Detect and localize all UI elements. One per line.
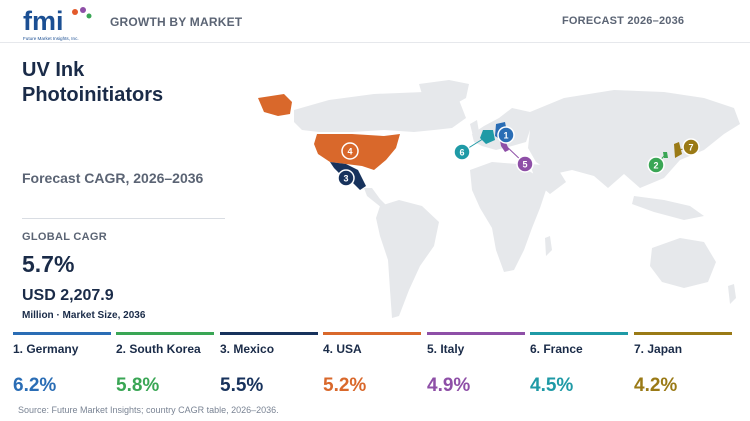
logo-letters: fmi [23, 6, 64, 36]
country-cagr: 5.2% [323, 375, 367, 396]
card-color-bar [634, 332, 732, 335]
marker-circle [337, 169, 355, 187]
country-cagr: 6.2% [13, 375, 57, 396]
southeast-asia-islands [632, 196, 704, 220]
country-name: 1. Germany [13, 342, 79, 356]
marker-rank: 5 [522, 160, 527, 170]
map-marker-japan: 7 [682, 138, 700, 156]
country-name: 7. Japan [634, 342, 683, 356]
country-name: 4. USA [323, 342, 362, 356]
africa-landmass [470, 162, 546, 272]
country-cagr: 4.9% [427, 375, 471, 396]
south-america-landmass [376, 200, 439, 318]
header-bar: fmi Future Market Insights, Inc. GROWTH … [0, 0, 750, 43]
country-card-japan: 7. Japan 4.2% [634, 332, 732, 402]
marker-rank: 4 [347, 147, 352, 157]
marker-circle [453, 143, 471, 161]
country-cagr: 4.2% [634, 375, 678, 396]
marker-rank: 7 [688, 143, 693, 153]
card-color-bar [427, 332, 525, 335]
italy-shape [500, 140, 509, 152]
country-card-mexico: 3. Mexico 5.5% [220, 332, 318, 402]
new-zealand-landmass [728, 284, 736, 304]
marker-circle [682, 138, 700, 156]
card-color-bar [220, 332, 318, 335]
section-title: GROWTH BY MARKET [110, 15, 243, 29]
card-color-bar [116, 332, 214, 335]
uk-landmass [470, 120, 479, 136]
land-masses [294, 80, 740, 318]
source-note: Source: Future Market Insights; country … [18, 405, 279, 415]
map-marker-usa: 4 [341, 142, 359, 160]
map-marker-mexico: 3 [337, 169, 355, 187]
country-card-usa: 4. USA 5.2% [323, 332, 421, 402]
marker-circle [497, 126, 515, 144]
marker-circle [647, 156, 665, 174]
card-color-bar [530, 332, 628, 335]
map-marker-italy: 5 [516, 155, 534, 173]
asia-landmass [528, 90, 740, 188]
product-title: UV Ink Photoinitiators [22, 59, 164, 106]
map-marker-germany: 1 [497, 126, 515, 144]
world-map: 1 2 3 4 5 6 7 [258, 80, 740, 318]
marker-rank: 6 [459, 148, 464, 158]
map-markers: 1 2 3 4 5 6 7 [337, 126, 700, 187]
arabia-landmass [530, 164, 566, 194]
card-color-bar [323, 332, 421, 335]
madagascar-landmass [545, 236, 552, 256]
card-color-bar [13, 332, 111, 335]
global-cagr-value: 5.7% [22, 251, 75, 277]
greenland-landmass [419, 80, 469, 108]
marker-circle [341, 142, 359, 160]
country-name: 2. South Korea [116, 342, 201, 356]
country-name: 5. Italy [427, 342, 465, 356]
marker-rank: 1 [503, 131, 508, 141]
country-cagr: 4.5% [530, 375, 574, 396]
france-shape [480, 130, 495, 144]
cagr-range-label: Forecast CAGR, 2026–2036 [22, 170, 204, 186]
logo-subtitle: Future Market Insights, Inc. [23, 36, 79, 41]
canada-landmass [294, 92, 466, 132]
marker-circle [516, 155, 534, 173]
australia-landmass [650, 238, 716, 288]
country-name: 3. Mexico [220, 342, 275, 356]
marker-rank: 3 [343, 174, 348, 184]
market-size-unit: Million · Market Size, 2036 [22, 310, 146, 321]
country-card-south-korea: 2. South Korea 5.8% [116, 332, 214, 402]
country-card-germany: 1. Germany 6.2% [13, 332, 111, 402]
japan-shape [674, 142, 682, 158]
country-name: 6. France [530, 342, 583, 356]
forecast-period: FORECAST 2026–2036 [562, 15, 685, 27]
map-marker-france: 6 [453, 143, 471, 161]
country-card-italy: 5. Italy 4.9% [427, 332, 525, 402]
country-cards: 1. Germany 6.2% 2. South Korea 5.8% 3. M… [0, 332, 750, 402]
logo-dot-purple [80, 7, 86, 13]
market-size-value: USD 2,207.9 [22, 287, 114, 304]
global-cagr-label: GLOBAL CAGR [22, 231, 107, 243]
logo-dot-orange [72, 9, 78, 15]
fmi-logo: fmi Future Market Insights, Inc. [23, 6, 92, 41]
country-card-france: 6. France 4.5% [530, 332, 628, 402]
logo-dot-green [86, 13, 92, 19]
country-cagr: 5.8% [116, 375, 160, 396]
country-cagr: 5.5% [220, 375, 264, 396]
map-marker-south-korea: 2 [647, 156, 665, 174]
usa-alaska-shape [258, 94, 292, 116]
marker-rank: 2 [653, 161, 658, 171]
summary-divider [22, 218, 225, 219]
